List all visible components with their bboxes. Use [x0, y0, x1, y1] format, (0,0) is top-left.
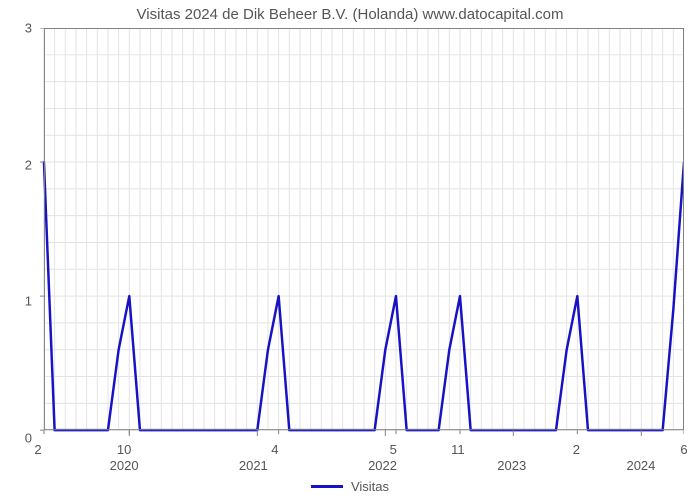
x-tick-label: 2: [34, 442, 41, 457]
x-tick-label: 11: [451, 442, 465, 457]
x-year-label: 2024: [626, 458, 655, 473]
y-tick-label: 3: [0, 21, 32, 36]
x-tick-label: 2: [573, 442, 580, 457]
visits-chart: Visitas 2024 de Dik Beheer B.V. (Holanda…: [0, 0, 700, 500]
x-tick-label: 4: [271, 442, 278, 457]
x-tick-label: 5: [390, 442, 397, 457]
x-tick-label: 6: [680, 442, 687, 457]
y-tick-label: 1: [0, 294, 32, 309]
plot-area: [38, 28, 684, 438]
legend-label: Visitas: [351, 479, 389, 494]
legend: Visitas: [0, 475, 700, 494]
chart-svg: [38, 28, 684, 438]
x-tick-label: 10: [117, 442, 131, 457]
x-year-label: 2023: [497, 458, 526, 473]
y-tick-label: 0: [0, 431, 32, 446]
x-year-label: 2021: [239, 458, 268, 473]
x-year-label: 2022: [368, 458, 397, 473]
legend-swatch: [311, 485, 343, 488]
x-year-label: 2020: [110, 458, 139, 473]
chart-title: Visitas 2024 de Dik Beheer B.V. (Holanda…: [0, 6, 700, 23]
y-tick-label: 2: [0, 157, 32, 172]
